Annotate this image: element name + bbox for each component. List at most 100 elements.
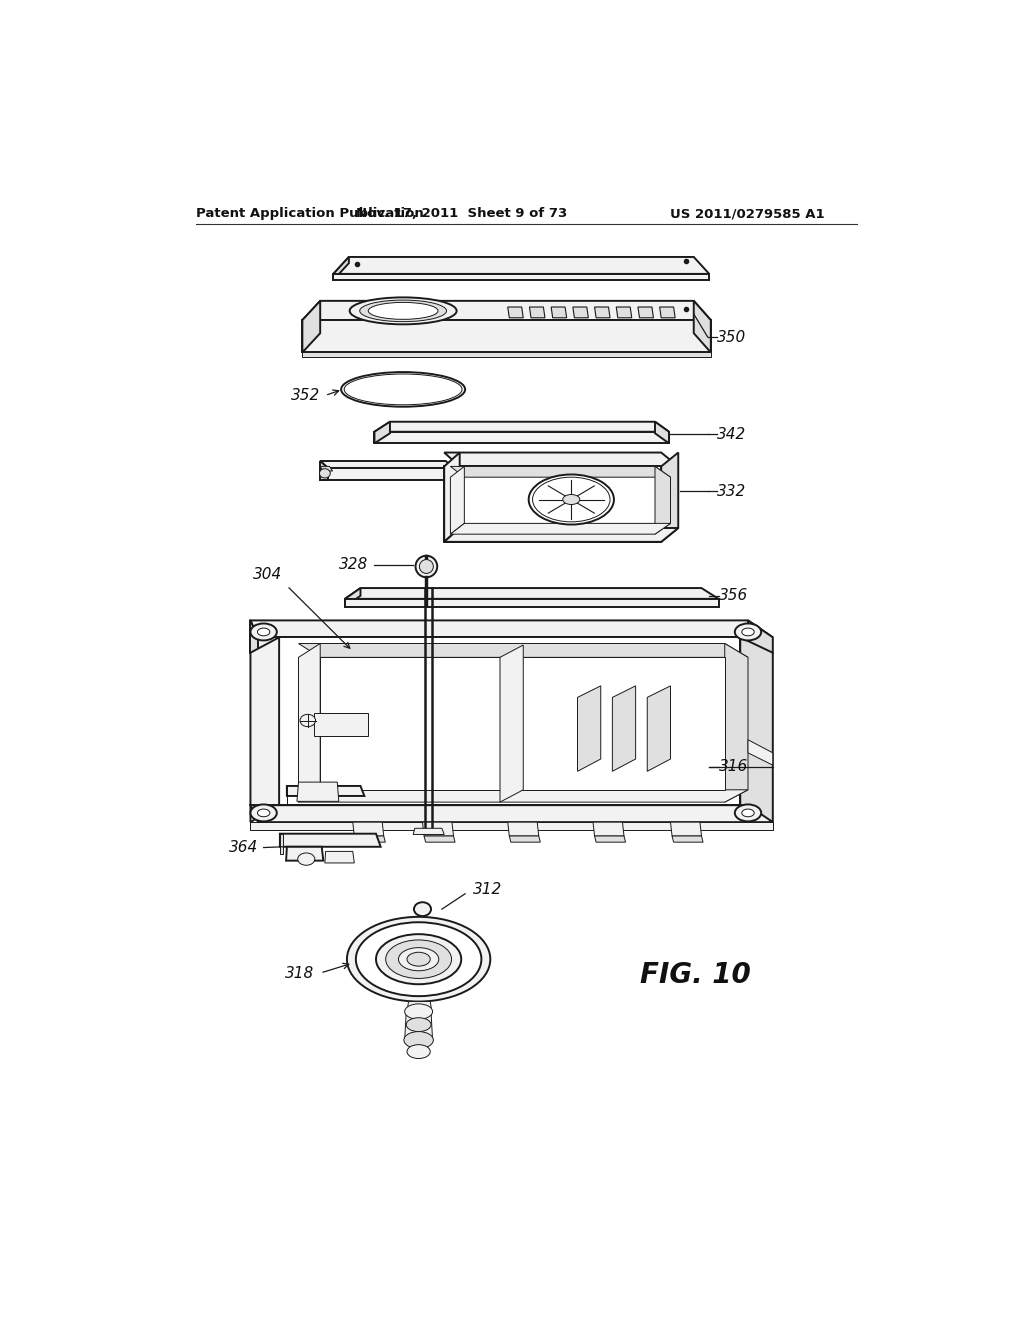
Polygon shape xyxy=(444,528,678,543)
Polygon shape xyxy=(251,638,280,822)
Ellipse shape xyxy=(407,1044,430,1059)
Polygon shape xyxy=(321,461,454,469)
Polygon shape xyxy=(451,466,671,478)
Polygon shape xyxy=(251,620,773,638)
Ellipse shape xyxy=(257,628,270,636)
Polygon shape xyxy=(662,453,678,543)
Text: 318: 318 xyxy=(285,965,314,981)
Polygon shape xyxy=(529,308,545,318)
Polygon shape xyxy=(251,822,773,830)
Polygon shape xyxy=(280,834,283,854)
Polygon shape xyxy=(423,822,454,836)
Polygon shape xyxy=(509,836,541,842)
Polygon shape xyxy=(444,453,678,466)
Ellipse shape xyxy=(386,940,452,978)
Text: Nov. 17, 2011  Sheet 9 of 73: Nov. 17, 2011 Sheet 9 of 73 xyxy=(355,207,567,220)
Text: 332: 332 xyxy=(717,483,746,499)
Polygon shape xyxy=(375,432,669,444)
Ellipse shape xyxy=(407,1018,431,1032)
Polygon shape xyxy=(334,257,349,280)
Ellipse shape xyxy=(347,917,490,1002)
Polygon shape xyxy=(647,686,671,771)
Ellipse shape xyxy=(298,853,314,866)
Ellipse shape xyxy=(563,495,580,504)
Text: 316: 316 xyxy=(719,759,748,775)
Text: US 2011/0279585 A1: US 2011/0279585 A1 xyxy=(671,207,825,220)
Polygon shape xyxy=(572,308,589,318)
Polygon shape xyxy=(302,352,711,358)
Text: FIG. 10: FIG. 10 xyxy=(640,961,751,989)
Ellipse shape xyxy=(251,623,276,640)
Polygon shape xyxy=(299,644,321,803)
Polygon shape xyxy=(500,645,523,803)
Polygon shape xyxy=(297,781,339,801)
Ellipse shape xyxy=(528,474,614,524)
Polygon shape xyxy=(616,308,632,318)
Polygon shape xyxy=(595,308,610,318)
Text: Patent Application Publication: Patent Application Publication xyxy=(197,207,424,220)
Text: 356: 356 xyxy=(719,589,748,603)
Polygon shape xyxy=(671,822,701,836)
Polygon shape xyxy=(314,713,369,737)
Polygon shape xyxy=(725,644,748,803)
Polygon shape xyxy=(655,422,669,444)
Polygon shape xyxy=(375,422,669,432)
Ellipse shape xyxy=(251,804,276,821)
Polygon shape xyxy=(424,836,455,842)
Polygon shape xyxy=(414,829,444,834)
Ellipse shape xyxy=(404,1003,432,1019)
Polygon shape xyxy=(251,805,773,822)
Polygon shape xyxy=(578,686,601,771)
Ellipse shape xyxy=(349,297,457,325)
Ellipse shape xyxy=(319,469,331,478)
Polygon shape xyxy=(655,466,671,535)
Polygon shape xyxy=(334,257,710,275)
Ellipse shape xyxy=(532,477,610,521)
Ellipse shape xyxy=(300,714,315,726)
Polygon shape xyxy=(345,589,360,607)
Text: 312: 312 xyxy=(473,882,502,898)
Ellipse shape xyxy=(403,1032,433,1048)
Polygon shape xyxy=(354,836,385,842)
Ellipse shape xyxy=(376,935,461,985)
Polygon shape xyxy=(672,836,703,842)
Polygon shape xyxy=(404,1011,432,1040)
Polygon shape xyxy=(345,599,719,607)
Polygon shape xyxy=(748,620,773,653)
Polygon shape xyxy=(693,301,711,352)
Ellipse shape xyxy=(356,923,481,997)
Polygon shape xyxy=(638,308,653,318)
Ellipse shape xyxy=(416,556,437,577)
Polygon shape xyxy=(334,275,710,280)
Polygon shape xyxy=(748,739,773,766)
Polygon shape xyxy=(508,822,539,836)
Polygon shape xyxy=(286,847,324,861)
Ellipse shape xyxy=(741,628,755,636)
Polygon shape xyxy=(321,466,333,471)
Polygon shape xyxy=(451,524,671,535)
Polygon shape xyxy=(280,834,381,847)
Ellipse shape xyxy=(359,300,446,322)
Polygon shape xyxy=(352,822,384,836)
Text: 364: 364 xyxy=(229,840,258,855)
Polygon shape xyxy=(659,308,675,318)
Polygon shape xyxy=(595,836,626,842)
Ellipse shape xyxy=(398,948,438,970)
Text: 352: 352 xyxy=(291,388,321,403)
Polygon shape xyxy=(251,620,258,653)
Polygon shape xyxy=(321,469,454,480)
Polygon shape xyxy=(508,308,523,318)
Ellipse shape xyxy=(414,903,431,916)
Polygon shape xyxy=(302,301,321,352)
Ellipse shape xyxy=(741,809,755,817)
Polygon shape xyxy=(299,789,748,803)
Text: 342: 342 xyxy=(717,426,746,442)
Polygon shape xyxy=(444,466,662,543)
Polygon shape xyxy=(299,644,748,657)
Polygon shape xyxy=(345,589,719,599)
Polygon shape xyxy=(451,466,464,535)
Ellipse shape xyxy=(257,809,270,817)
Polygon shape xyxy=(407,1002,432,1011)
Polygon shape xyxy=(325,851,354,863)
Ellipse shape xyxy=(344,374,462,405)
